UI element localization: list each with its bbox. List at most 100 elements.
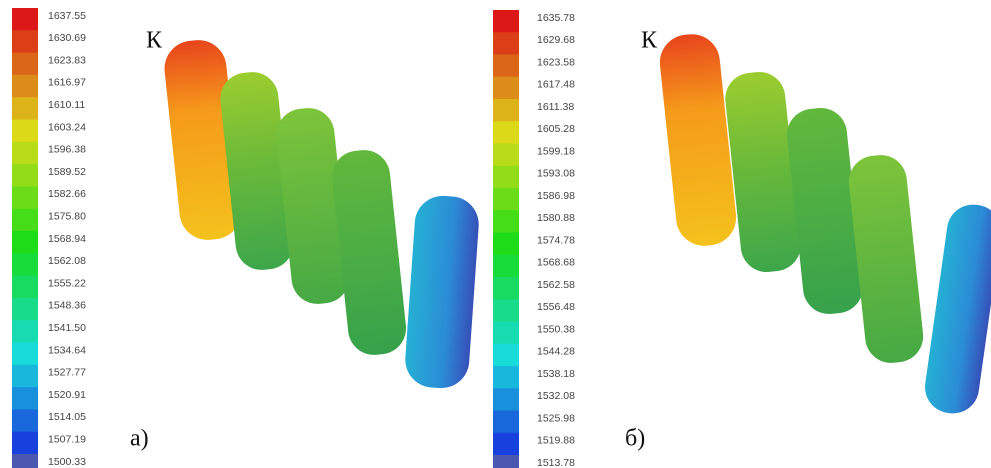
cylinder — [276, 108, 350, 304]
legend-label: 1582.66 — [48, 188, 86, 200]
legend-label: 1538.18 — [537, 368, 575, 380]
color-band — [493, 321, 519, 345]
color-band — [493, 432, 519, 456]
legend-label: 1507.19 — [48, 433, 86, 445]
legend-label: 1623.58 — [537, 56, 575, 68]
legend-label: 1635.78 — [537, 12, 575, 24]
color-band — [493, 188, 519, 211]
color-band — [493, 165, 519, 189]
color-band — [493, 210, 519, 233]
caption: б) — [625, 426, 645, 452]
color-band — [493, 99, 519, 122]
legend-label: 1603.24 — [48, 121, 86, 133]
cylinder — [405, 195, 479, 389]
legend-label: 1562.08 — [48, 255, 86, 267]
cylinder — [725, 71, 801, 273]
panel-a: К а) 1637.55 1630.69 1623.83 1616.97 1610.11… — [12, 8, 479, 468]
color-band — [493, 121, 519, 144]
legend-label: 1525.98 — [537, 412, 575, 424]
legend-label: 1562.58 — [537, 279, 575, 291]
legend-label: 1637.55 — [48, 10, 86, 22]
color-band — [12, 297, 38, 321]
color-band — [12, 231, 38, 254]
color-band — [12, 454, 38, 468]
color-band — [12, 52, 38, 76]
color-band — [12, 387, 38, 410]
legend-label: 1589.52 — [48, 166, 86, 178]
legend-label: 1599.18 — [537, 145, 575, 157]
color-band — [12, 30, 38, 54]
color-band — [493, 277, 519, 300]
color-band — [12, 186, 38, 210]
color-band — [12, 275, 38, 299]
color-band — [12, 74, 38, 98]
legend-label: 1568.68 — [537, 257, 575, 269]
legend-label: 1611.38 — [537, 101, 574, 113]
cylinder — [220, 72, 294, 270]
color-band — [12, 320, 38, 343]
caption: а) — [130, 426, 149, 452]
legend-label: 1527.77 — [48, 367, 86, 379]
color-band — [493, 32, 519, 55]
legend-label: 1596.38 — [48, 144, 86, 156]
cylinder — [659, 34, 737, 246]
legend-label: 1617.48 — [537, 79, 575, 91]
color-band — [12, 208, 38, 232]
cylinder — [786, 108, 864, 314]
unit-label: К — [146, 28, 163, 54]
legend-label: 1544.28 — [537, 346, 575, 358]
color-band — [493, 388, 519, 411]
color-band — [12, 342, 38, 366]
color-band — [12, 253, 38, 277]
panel-b: К б) 1635.78 1629.68 1623.58 1617.48 1611.38… — [493, 10, 991, 468]
legend-label: 1623.83 — [48, 54, 86, 66]
cylinder — [925, 204, 991, 414]
color-band — [493, 76, 519, 100]
color-band — [493, 343, 519, 367]
color-band — [12, 431, 38, 455]
legend-label: 1616.97 — [48, 77, 86, 89]
legend-label: 1548.36 — [48, 300, 86, 312]
cylinder — [332, 150, 407, 355]
color-band — [12, 141, 38, 165]
color-band — [493, 254, 519, 278]
legend-label: 1534.64 — [48, 344, 86, 356]
legend-label: 1513.78 — [537, 457, 575, 468]
color-band — [12, 164, 38, 187]
legend-label: 1514.05 — [48, 411, 86, 423]
unit-label: К — [641, 28, 658, 54]
color-band — [493, 366, 519, 389]
color-band — [493, 10, 519, 33]
legend-label: 1500.33 — [48, 456, 86, 468]
legend-label: 1555.22 — [48, 277, 86, 289]
legend-label: 1574.78 — [537, 234, 575, 246]
legend-label: 1519.88 — [537, 435, 575, 447]
legend-label: 1630.69 — [48, 32, 86, 44]
color-band — [493, 299, 519, 322]
legend-label: 1568.94 — [48, 233, 86, 245]
color-band — [12, 364, 38, 388]
color-band — [493, 232, 519, 256]
color-band — [493, 455, 519, 468]
color-band — [12, 119, 38, 143]
legend-label: 1593.08 — [537, 168, 575, 180]
cylinder — [848, 155, 924, 363]
legend-label: 1575.80 — [48, 210, 86, 222]
legend-label: 1580.88 — [537, 212, 575, 224]
legend-label: 1550.38 — [537, 323, 575, 335]
legend-label: 1605.28 — [537, 123, 575, 135]
color-band — [493, 54, 519, 78]
color-band — [12, 97, 38, 120]
legend-label: 1520.91 — [48, 389, 86, 401]
legend-label: 1610.11 — [48, 99, 85, 111]
legend-label: 1586.98 — [537, 190, 575, 202]
color-band — [493, 143, 519, 167]
color-band — [12, 8, 38, 31]
legend-label: 1541.50 — [48, 322, 86, 334]
color-band — [12, 409, 38, 433]
legend-label: 1556.48 — [537, 301, 575, 313]
color-band — [493, 410, 519, 434]
legend-label: 1629.68 — [537, 34, 575, 46]
legend-label: 1532.08 — [537, 390, 575, 402]
